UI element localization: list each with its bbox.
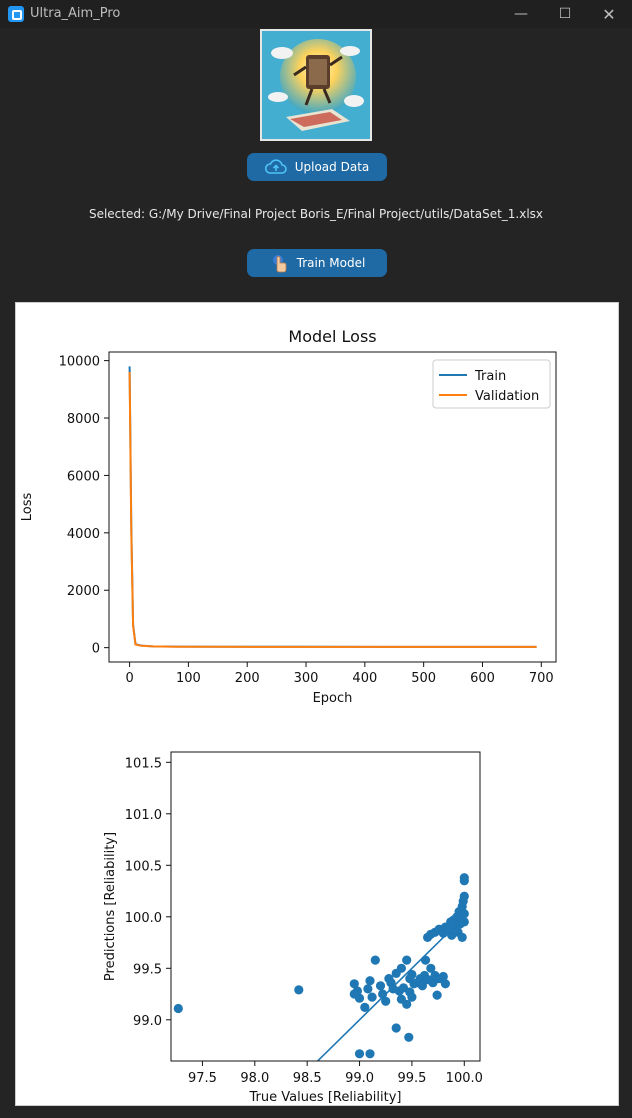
scatter-point [370,955,380,965]
scatter-point [457,932,467,943]
y-tick-label: 10000 [59,355,100,370]
x-tick-label: 200 [235,671,260,686]
scatter-point [459,891,469,901]
loss-chart-title: Model Loss [288,327,376,346]
scatter-point [349,989,359,999]
scatter-point [365,1049,375,1059]
x-tick-label: 300 [294,671,319,686]
scatter-point [391,1023,401,1033]
train-model-button[interactable]: Train Model [247,249,387,277]
selected-file-text: Selected: G:/My Drive/Final Project Bori… [88,207,544,221]
x-tick-label: 0 [125,671,133,686]
loss-series-validation [128,372,537,648]
scatter-x-axis-label: True Values [Reliability] [248,1090,401,1105]
y-tick-label: 100.5 [125,859,162,874]
y-tick-label: 101.0 [125,808,162,823]
close-icon[interactable]: ✕ [602,4,616,24]
scatter-point [402,955,412,965]
y-tick-label: 8000 [67,412,100,427]
loss-plot-frame [108,351,557,663]
train-model-label: Train Model [296,256,366,270]
window-title: Ultra_Aim_Pro [30,6,121,21]
scatter-point [426,963,436,973]
x-tick-label: 600 [470,671,495,686]
y-tick-label: 0 [92,642,100,657]
scatter-point [363,984,373,994]
y-tick-label: 100.0 [125,911,162,926]
y-tick-label: 99.5 [133,962,162,977]
scatter-point [459,917,469,927]
scatter-point [407,992,417,1002]
scatter-point [417,981,427,991]
upload-data-label: Upload Data [294,160,370,174]
scatter-y-axis-label: Predictions [Reliability] [103,832,118,981]
x-tick-label: 100.0 [446,1071,483,1086]
scatter-point [349,979,359,989]
loss-y-axis-label: Loss [20,493,35,522]
scatter-point [440,979,450,989]
maximize-icon[interactable]: ☐ [558,6,572,22]
scatter-point [432,990,442,1000]
y-tick-label: 2000 [67,584,100,599]
scatter-point [360,1002,370,1013]
minimize-icon[interactable]: — [514,6,528,22]
scatter-point [354,1049,365,1059]
title-bar: Ultra_Aim_Pro — ☐ ✕ [0,0,632,28]
scatter-point [294,985,304,995]
scatter-point [420,955,431,965]
loss-x-axis-label: Epoch [313,691,353,706]
x-tick-label: 99.5 [397,1071,426,1086]
results-figure: Model Loss 0 100 200 300 400 500 600 700 0 2000 400… [15,302,619,1106]
app-logo-icon [8,6,24,22]
y-tick-label: 101.5 [125,756,162,771]
hero-illustration [260,29,372,141]
scatter-plot-frame [170,751,481,1062]
scatter-point [381,996,391,1006]
legend-label-train: Train [474,369,506,384]
scatter-point [459,873,469,883]
scatter-point [378,989,388,999]
hand-pointer-icon [272,255,287,273]
x-tick-label: 500 [411,671,436,686]
legend-label-validation: Validation [475,389,539,404]
scatter-point [407,969,417,980]
x-tick-label: 97.5 [188,1071,217,1086]
scatter-point [404,1032,414,1042]
scatter-point [365,976,375,986]
scatter-point [367,992,377,1002]
x-tick-label: 99.0 [345,1071,374,1086]
scatter-point [402,999,412,1009]
scatter-point [173,1003,183,1014]
scatter-point [438,971,448,982]
figure-canvas: Model Loss 0 100 200 300 400 500 600 700 0 2000 400… [20,327,557,1105]
upload-data-button[interactable]: Upload Data [247,153,387,181]
scatter-point [386,978,396,988]
y-tick-label: 4000 [67,527,100,542]
cloud-upload-icon [264,159,287,174]
x-tick-label: 400 [352,671,377,686]
x-tick-label: 98.5 [293,1071,322,1086]
scatter-point [396,963,406,973]
x-tick-label: 98.0 [240,1071,269,1086]
x-tick-label: 100 [176,671,201,686]
scatter-point [375,981,386,991]
y-tick-label: 99.0 [133,1014,162,1029]
scatter-point [459,909,469,919]
x-tick-label: 700 [529,671,554,686]
y-tick-label: 6000 [67,469,100,484]
